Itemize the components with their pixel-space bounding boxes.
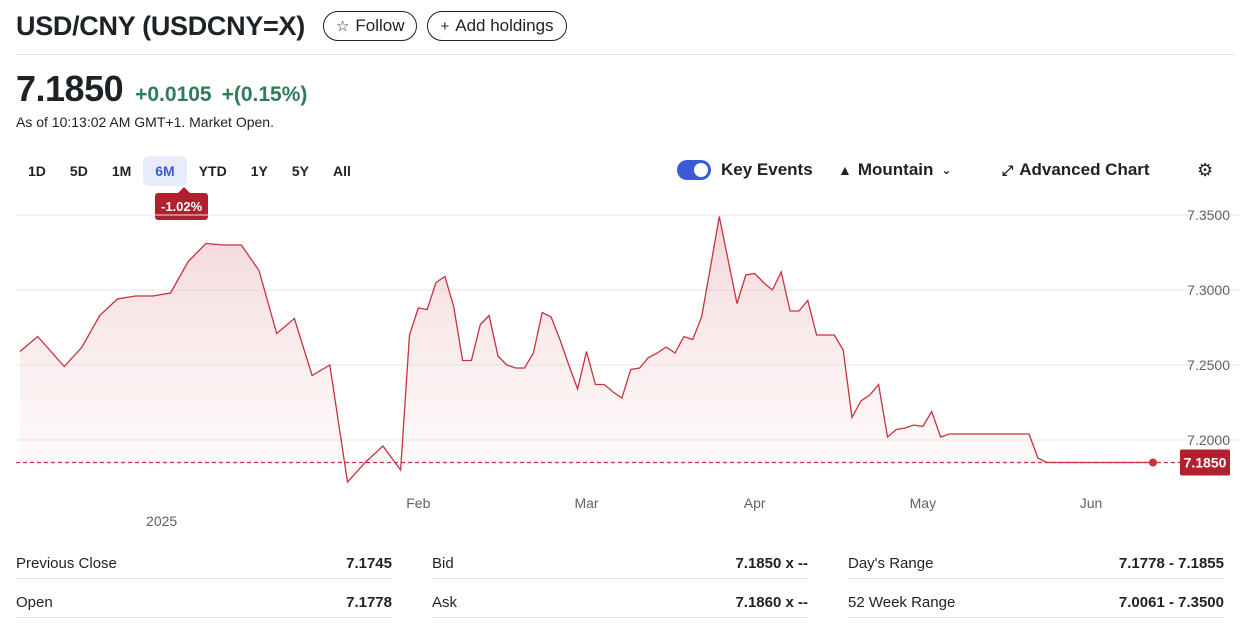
follow-button[interactable]: ☆ Follow [322, 11, 418, 41]
stat-value: 7.1778 [346, 593, 392, 611]
add-holdings-button[interactable]: + Add holdings [427, 11, 567, 41]
x-tick-label: May [910, 495, 936, 511]
range-1m[interactable]: 1M [111, 163, 132, 179]
range-1d[interactable]: 1D [28, 163, 46, 179]
chart-series-line [19, 216, 1153, 484]
follow-label: Follow [355, 16, 405, 35]
settings-gear-icon[interactable]: ⚙ [1197, 160, 1214, 180]
advanced-chart-label: Advanced Chart [1019, 160, 1150, 179]
stats-row: Previous Close 7.1745 Bid 7.1850 x -- Da… [16, 548, 1224, 587]
stat-previous-close: Previous Close 7.1745 [16, 548, 392, 579]
stat-value: 7.1860 x -- [735, 593, 808, 611]
stat-open: Open 7.1778 [16, 587, 392, 618]
stat-52-week-range: 52 Week Range 7.0061 - 7.3500 [848, 587, 1224, 618]
range-ytd[interactable]: YTD [198, 163, 227, 179]
last-price-text: 7.1850 [1184, 455, 1227, 471]
price-chart[interactable]: 7.3500 7.3000 7.2500 7.2000 Feb Mar Apr May Jun… [0, 200, 1242, 535]
range-5d[interactable]: 5D [69, 163, 88, 179]
stat-label: Open [16, 593, 53, 611]
price-change: +0.0105 [135, 83, 212, 106]
chevron-down-icon: ⌄ [941, 163, 952, 177]
toggle-knob [694, 163, 708, 177]
range-5y[interactable]: 5Y [291, 163, 309, 179]
x-tick-label: Apr [744, 495, 766, 511]
key-events-label: Key Events [721, 160, 813, 179]
x-axis-labels: Feb Mar Apr May Jun 2025 [146, 495, 1102, 529]
year-label: 2025 [146, 513, 177, 529]
stat-value: 7.1745 [346, 554, 392, 572]
stat-days-range: Day's Range 7.1778 - 7.1855 [848, 548, 1224, 579]
plus-icon: + [440, 17, 450, 35]
star-icon: ☆ [335, 18, 350, 35]
last-price-label: 7.1850 [1180, 449, 1230, 476]
y-tick-label: 7.3000 [1187, 282, 1230, 298]
add-holdings-label: Add holdings [455, 16, 554, 35]
y-axis-labels: 7.3500 7.3000 7.2500 7.2000 [1187, 207, 1230, 448]
stat-ask: Ask 7.1860 x -- [432, 587, 808, 618]
mountain-icon: ▲ [838, 162, 852, 178]
stat-label: Previous Close [16, 554, 117, 572]
stat-value: 7.1778 - 7.1855 [1118, 554, 1224, 572]
key-events-toggle[interactable] [677, 160, 711, 180]
stat-label: Ask [432, 593, 458, 611]
range-1y[interactable]: 1Y [250, 163, 268, 179]
stat-label: Day's Range [848, 554, 934, 572]
key-events-control: Key Events [677, 160, 813, 180]
range-selector: 1D 5D 1M 6M YTD 1Y 5Y All [16, 156, 363, 186]
price-change-percent: +(0.15%) [221, 83, 308, 106]
price-row: 7.1850 +0.0105 +(0.15%) [16, 68, 307, 110]
y-tick-label: 7.2000 [1187, 432, 1230, 448]
expand-icon: ⤢ [1002, 161, 1014, 178]
advanced-chart-button[interactable]: ⤢ Advanced Chart [1002, 160, 1150, 180]
range-6m[interactable]: 6M [143, 156, 187, 186]
stats-row: Open 7.1778 Ask 7.1860 x -- 52 Week Rang… [16, 587, 1224, 626]
last-price-dot [1149, 458, 1157, 467]
quote-header: USD/CNY (USDCNY=X) ☆ Follow + Add holdin… [16, 8, 1234, 55]
chart-area-fill [20, 216, 1153, 482]
as-of-timestamp: As of 10:13:02 AM GMT+1. Market Open. [16, 114, 274, 130]
mountain-dropdown[interactable]: ▲ Mountain ⌄ [838, 160, 951, 180]
stat-value: 7.1850 x -- [735, 554, 808, 572]
mountain-label: Mountain [857, 160, 934, 179]
stat-bid: Bid 7.1850 x -- [432, 548, 808, 579]
x-tick-label: Mar [574, 495, 598, 511]
stat-label: 52 Week Range [848, 593, 956, 611]
stat-label: Bid [432, 554, 454, 572]
x-tick-label: Jun [1080, 495, 1103, 511]
last-price-box [1180, 449, 1230, 476]
y-tick-label: 7.3500 [1187, 207, 1230, 223]
y-tick-label: 7.2500 [1187, 357, 1230, 373]
x-tick-label: Feb [406, 495, 430, 511]
page-title: USD/CNY (USDCNY=X) [16, 10, 305, 41]
range-all[interactable]: All [332, 163, 351, 179]
stat-value: 7.0061 - 7.3500 [1118, 593, 1224, 611]
current-price: 7.1850 [16, 68, 124, 109]
quote-stats: Previous Close 7.1745 Bid 7.1850 x -- Da… [16, 548, 1224, 626]
